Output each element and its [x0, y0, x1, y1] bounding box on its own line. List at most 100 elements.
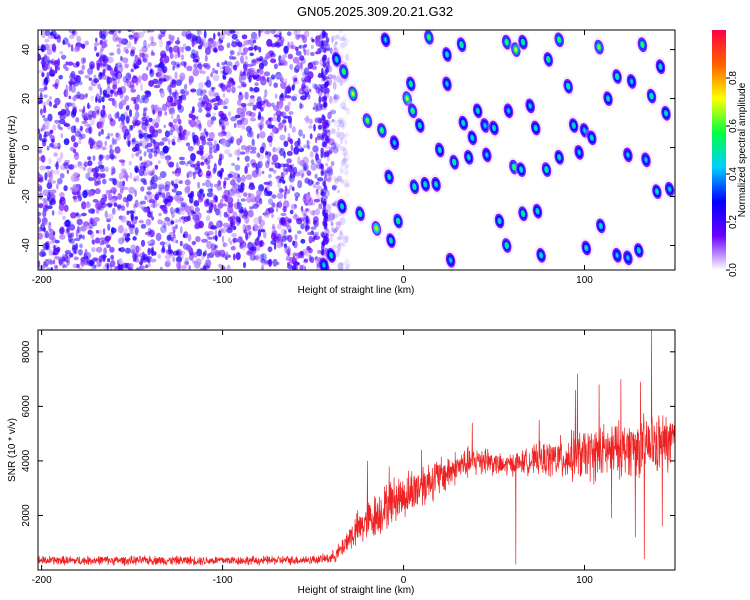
- heatmap-peak: [585, 127, 599, 148]
- heatmap-noise-cell: [216, 185, 223, 191]
- heatmap-noise-cell: [124, 237, 131, 241]
- heatmap-noise-cell: [210, 119, 214, 125]
- heatmap-noise-cell: [200, 89, 203, 97]
- heatmap-noise-cell: [149, 69, 153, 74]
- heatmap-noise-cell: [180, 210, 185, 215]
- heatmap-noise-cell: [343, 151, 347, 157]
- heatmap-noise-cell: [306, 140, 311, 145]
- heatmap-noise-cell: [206, 75, 210, 82]
- heatmap-noise-cell: [307, 144, 310, 150]
- heatmap-noise-cell: [221, 195, 228, 199]
- heatmap-noise-cell: [157, 110, 163, 118]
- heatmap-noise-cell: [253, 36, 259, 40]
- heatmap-noise-cell: [295, 30, 302, 35]
- heatmap-noise-cell: [329, 233, 334, 237]
- heatmap-noise-cell: [83, 160, 88, 166]
- heatmap-noise-cell: [243, 207, 247, 216]
- heatmap-noise-cell: [237, 236, 243, 244]
- heatmap-noise-cell: [148, 30, 155, 33]
- heatmap-noise-cell: [250, 95, 255, 99]
- heatmap-noise-cell: [52, 251, 56, 256]
- heatmap-noise-region: [38, 30, 352, 270]
- heatmap-noise-cell: [54, 264, 59, 270]
- heatmap-noise-cell: [336, 221, 342, 229]
- heatmap-noise-cell: [342, 157, 349, 162]
- heatmap-noise-cell: [215, 235, 218, 242]
- heatmap-noise-cell: [154, 164, 159, 170]
- heatmap-peak: [610, 245, 624, 266]
- heatmap-noise-cell: [103, 92, 106, 98]
- heatmap-noise-cell: [325, 203, 332, 212]
- heatmap-noise-cell: [245, 110, 253, 116]
- heatmap-noise-cell: [131, 249, 136, 255]
- heatmap-noise-cell: [293, 146, 300, 155]
- heatmap-noise-cell: [104, 235, 111, 242]
- heatmap-noise-cell: [108, 97, 115, 102]
- heatmap-noise-cell: [227, 111, 232, 117]
- heatmap-noise-cell: [241, 117, 249, 126]
- heatmap-peak: [487, 118, 501, 138]
- heatmap-noise-cell: [215, 221, 221, 229]
- heatmap-noise-cell: [186, 215, 191, 222]
- heatmap-noise-cell: [328, 211, 332, 220]
- heatmap-noise-cell: [134, 189, 137, 197]
- heatmap-noise-cell: [344, 161, 349, 169]
- heatmap-noise-cell: [275, 175, 282, 180]
- heatmap-noise-cell: [104, 236, 110, 243]
- y-tick-label: 20: [21, 93, 32, 105]
- heatmap-noise-cell: [231, 86, 236, 94]
- y-tick-label: 6000: [21, 395, 32, 418]
- heatmap-noise-cell: [48, 221, 52, 226]
- heatmap-noise-cell: [144, 195, 148, 201]
- heatmap-noise-cell: [340, 165, 343, 174]
- heatmap-noise-cell: [73, 74, 80, 82]
- heatmap-noise-cell: [150, 148, 156, 153]
- heatmap-noise-cell: [68, 224, 76, 231]
- heatmap-noise-cell: [297, 34, 304, 38]
- heatmap-noise-cell: [280, 75, 284, 82]
- heatmap-noise-cell: [308, 124, 313, 129]
- heatmap-noise-cell: [206, 170, 212, 177]
- heatmap-noise-cell: [308, 254, 312, 262]
- heatmap-noise-cell: [295, 252, 301, 260]
- heatmap-noise-cell: [290, 45, 297, 50]
- heatmap-noise-cell: [45, 63, 51, 70]
- heatmap-noise-cell: [345, 170, 349, 178]
- heatmap-noise-cell: [52, 83, 58, 88]
- heatmap-noise-cell: [314, 231, 319, 236]
- heatmap-noise-cell: [179, 72, 186, 81]
- heatmap-noise-cell: [205, 80, 212, 88]
- heatmap-noise-cell: [280, 163, 285, 168]
- heatmap-noise-cell: [71, 164, 78, 169]
- heatmap-noise-cell: [122, 262, 128, 269]
- heatmap-noise-cell: [287, 133, 291, 140]
- heatmap-noise-cell: [331, 119, 335, 123]
- heatmap-noise-cell: [185, 45, 192, 52]
- heatmap-noise-cell: [310, 159, 315, 165]
- heatmap-noise-cell: [249, 182, 255, 187]
- heatmap-noise-cell: [97, 160, 103, 166]
- heatmap-noise-cell: [254, 195, 261, 204]
- heatmap-noise-cell: [77, 140, 82, 145]
- heatmap-noise-cell: [167, 85, 172, 93]
- heatmap-noise-cell: [239, 69, 243, 75]
- heatmap-noise-cell: [283, 165, 286, 173]
- heatmap-peak: [621, 247, 635, 268]
- heatmap-noise-cell: [40, 60, 46, 65]
- heatmap-noise-cell: [249, 96, 256, 105]
- heatmap-noise-cell: [143, 73, 147, 81]
- heatmap-noise-cell: [99, 154, 105, 160]
- heatmap-noise-cell: [199, 149, 204, 156]
- heatmap-noise-cell: [342, 34, 348, 41]
- heatmap-noise-cell: [70, 212, 77, 219]
- heatmap-noise-cell: [277, 163, 282, 169]
- heatmap-noise-cell: [334, 226, 339, 232]
- heatmap-noise-cell: [344, 39, 350, 44]
- heatmap-noise-cell: [217, 31, 221, 37]
- heatmap-noise-cell: [226, 264, 231, 270]
- heatmap-noise-cell: [316, 48, 321, 54]
- heatmap-noise-cell: [48, 192, 54, 198]
- heatmap-noise-cell: [145, 264, 149, 269]
- heatmap-noise-cell: [112, 84, 117, 90]
- heatmap-noise-cell: [263, 56, 269, 62]
